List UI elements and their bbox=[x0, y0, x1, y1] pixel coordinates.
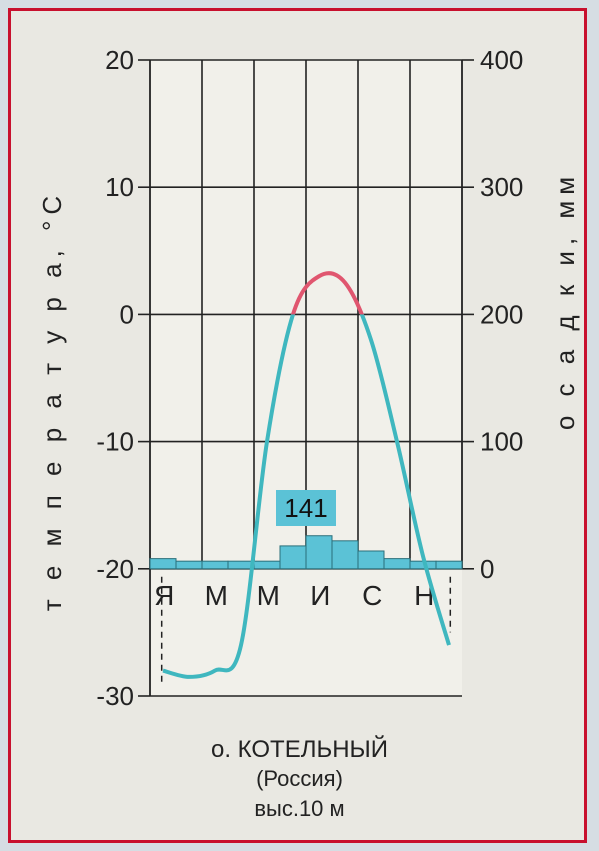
chart-frame: 20 10 0 -10 -20 -30 400 300 200 100 0 141 Я М М И С Н bbox=[8, 8, 587, 843]
temperature-tick-label: -20 bbox=[96, 554, 134, 584]
annual-precip-box bbox=[276, 490, 336, 526]
precipitation-axis-label: о с а д к и, мм bbox=[549, 170, 580, 430]
precipitation-bar bbox=[279, 545, 307, 570]
station-name: о. КОТЕЛЬНЫЙ bbox=[210, 736, 389, 763]
precipitation-tick-label: 200 bbox=[480, 299, 523, 329]
precipitation-bar bbox=[435, 560, 463, 570]
temperature-line-above-zero bbox=[290, 271, 364, 315]
month-label: М bbox=[257, 580, 280, 611]
temperature-tick-label: 10 bbox=[105, 172, 134, 202]
precipitation-bar bbox=[331, 540, 359, 570]
station-country: (Россия) bbox=[256, 766, 343, 791]
temperature-tick-label: -30 bbox=[96, 681, 134, 711]
precipitation-tick-label: 300 bbox=[480, 172, 523, 202]
temperature-tick-label: 20 bbox=[105, 45, 134, 75]
month-label: М bbox=[205, 580, 228, 611]
precipitation-bar bbox=[149, 558, 177, 570]
station-elevation: выс.10 м bbox=[254, 796, 345, 821]
temperature-tick-label: -10 bbox=[96, 427, 134, 457]
precipitation-bar bbox=[383, 558, 411, 570]
precipitation-tick-label: 100 bbox=[480, 427, 523, 457]
month-label: Я bbox=[154, 580, 174, 611]
precipitation-bar bbox=[201, 560, 229, 570]
month-label: И bbox=[310, 580, 330, 611]
temperature-line bbox=[162, 314, 451, 679]
precipitation-tick-label: 400 bbox=[480, 45, 523, 75]
temperature-tick-label: 0 bbox=[120, 299, 134, 329]
precipitation-bar bbox=[175, 560, 203, 570]
precipitation-bar bbox=[253, 560, 281, 570]
precipitation-bar bbox=[357, 550, 385, 570]
annual-precip-label: 141 bbox=[284, 493, 327, 523]
temperature-axis-label: т е м п е р а т у р а, °С bbox=[36, 189, 67, 611]
precipitation-bar bbox=[305, 535, 333, 570]
month-label: Н bbox=[414, 580, 434, 611]
month-label: С bbox=[362, 580, 382, 611]
precipitation-tick-label: 0 bbox=[480, 554, 494, 584]
